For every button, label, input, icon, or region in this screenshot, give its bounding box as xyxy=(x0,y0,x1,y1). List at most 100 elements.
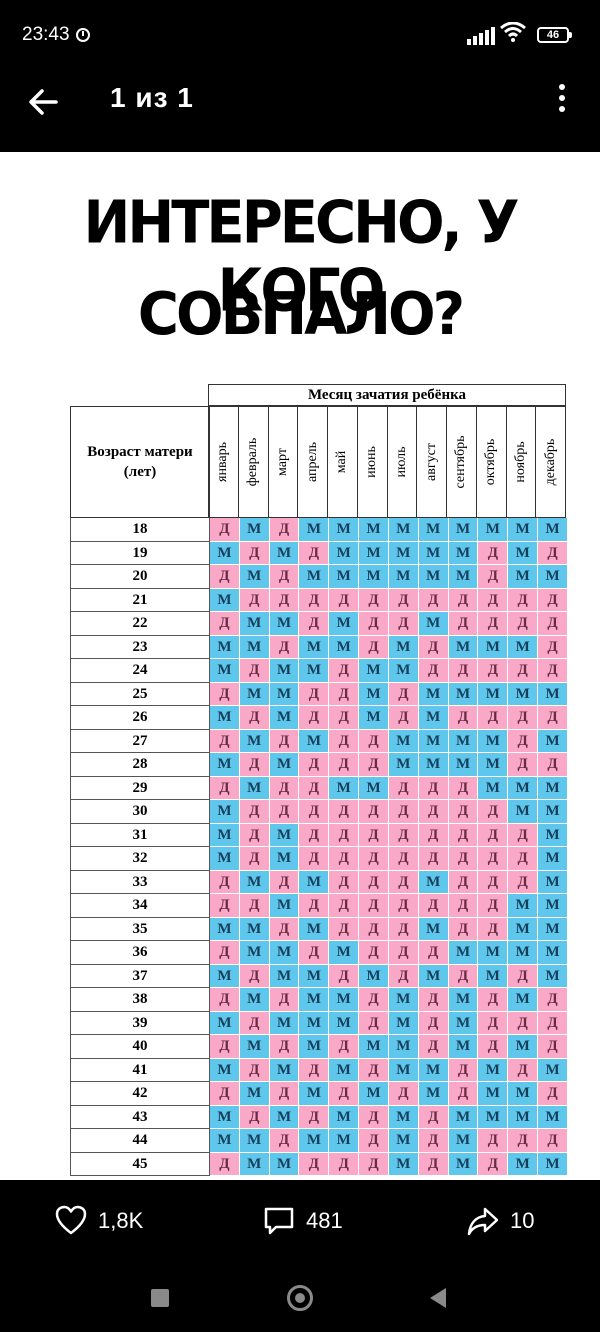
recents-button[interactable] xyxy=(151,1289,169,1307)
girl-cell: Д xyxy=(478,823,509,847)
boy-cell: М xyxy=(388,541,419,565)
boy-cell: М xyxy=(418,1082,449,1106)
boy-cell: М xyxy=(388,565,419,589)
boy-cell: М xyxy=(538,1105,568,1129)
age-cell: 18 xyxy=(70,518,210,542)
boy-cell: М xyxy=(538,518,568,542)
girl-cell: Д xyxy=(359,988,389,1012)
girl-cell: Д xyxy=(448,1058,479,1082)
home-button[interactable] xyxy=(287,1285,313,1311)
girl-cell: Д xyxy=(478,588,509,612)
girl-cell: Д xyxy=(359,823,389,847)
boy-cell: М xyxy=(508,1082,539,1106)
girl-cell: Д xyxy=(478,612,509,636)
girl-cell: Д xyxy=(210,565,240,589)
boy-cell: М xyxy=(359,541,389,565)
girl-cell: Д xyxy=(538,706,568,730)
boy-cell: М xyxy=(359,659,389,683)
boy-cell: М xyxy=(508,941,539,965)
girl-cell: Д xyxy=(478,1129,509,1153)
boy-cell: М xyxy=(448,1011,479,1035)
boy-cell: М xyxy=(418,964,449,988)
girl-cell: Д xyxy=(478,847,509,871)
girl-cell: Д xyxy=(418,1105,449,1129)
image-counter: 1 из 1 xyxy=(110,82,194,113)
month-label: ноябрь xyxy=(512,441,528,483)
table-row: 30 М Д Д Д Д Д Д Д Д Д М М xyxy=(70,800,568,824)
girl-cell: Д xyxy=(329,1082,360,1106)
girl-cell: Д xyxy=(329,823,360,847)
boy-cell: М xyxy=(448,1105,479,1129)
boy-cell: М xyxy=(210,847,240,871)
like-button[interactable]: 1,8K xyxy=(54,1204,143,1238)
girl-cell: Д xyxy=(299,776,330,800)
girl-cell: Д xyxy=(359,870,389,894)
boy-cell: М xyxy=(239,518,270,542)
boy-cell: М xyxy=(508,1152,539,1176)
boy-cell: М xyxy=(448,541,479,565)
girl-cell: Д xyxy=(538,659,568,683)
boy-cell: М xyxy=(210,964,240,988)
share-button[interactable]: 10 xyxy=(466,1204,534,1238)
boy-cell: М xyxy=(418,753,449,777)
girl-cell: Д xyxy=(388,894,419,918)
boy-cell: М xyxy=(478,1082,509,1106)
table-row: 35 М М Д М Д Д Д М Д Д М М xyxy=(70,917,568,941)
girl-cell: Д xyxy=(269,870,300,894)
boy-cell: М xyxy=(269,1011,300,1035)
boy-cell: М xyxy=(538,917,568,941)
girl-cell: Д xyxy=(269,1082,300,1106)
boy-cell: М xyxy=(418,917,449,941)
boy-cell: М xyxy=(299,1082,330,1106)
girl-cell: Д xyxy=(388,706,419,730)
boy-cell: М xyxy=(269,894,300,918)
girl-cell: Д xyxy=(448,588,479,612)
girl-cell: Д xyxy=(508,964,539,988)
action-bar: 1,8K 481 10 xyxy=(0,1180,600,1268)
girl-cell: Д xyxy=(239,823,270,847)
girl-cell: Д xyxy=(388,588,419,612)
girl-cell: Д xyxy=(210,612,240,636)
age-cell: 32 xyxy=(70,847,210,871)
girl-cell: Д xyxy=(239,800,270,824)
girl-cell: Д xyxy=(359,941,389,965)
boy-cell: М xyxy=(418,729,449,753)
girl-cell: Д xyxy=(508,1129,539,1153)
girl-cell: Д xyxy=(239,1058,270,1082)
boy-cell: М xyxy=(538,964,568,988)
age-header: Возраст матери (лет) xyxy=(70,406,210,518)
girl-cell: Д xyxy=(210,776,240,800)
boy-cell: М xyxy=(508,800,539,824)
boy-cell: М xyxy=(478,1105,509,1129)
girl-cell: Д xyxy=(388,776,419,800)
boy-cell: М xyxy=(210,1011,240,1035)
boy-cell: М xyxy=(269,1105,300,1129)
boy-cell: М xyxy=(538,729,568,753)
more-options-button[interactable] xyxy=(556,84,568,116)
comment-button[interactable]: 481 xyxy=(262,1204,343,1238)
back-button[interactable] xyxy=(26,84,62,120)
age-cell: 20 xyxy=(70,565,210,589)
boy-cell: М xyxy=(239,1152,270,1176)
girl-cell: Д xyxy=(418,1011,449,1035)
boy-cell: М xyxy=(508,894,539,918)
girl-cell: Д xyxy=(388,682,419,706)
girl-cell: Д xyxy=(359,1058,389,1082)
month-label: май xyxy=(334,450,350,474)
system-back-button[interactable] xyxy=(430,1288,446,1308)
month-columns: январь февраль март апрель май июнь июль август… xyxy=(208,406,566,518)
boy-cell: М xyxy=(210,800,240,824)
girl-cell: Д xyxy=(269,776,300,800)
month-header-cell: декабрь xyxy=(536,407,565,517)
boy-cell: М xyxy=(448,729,479,753)
boy-cell: М xyxy=(508,682,539,706)
alarm-icon xyxy=(76,28,90,42)
post-image[interactable]: ИНТЕРЕСНО, У КОГО СОВПАЛО? Месяц зачатия… xyxy=(0,152,600,1180)
age-cell: 37 xyxy=(70,964,210,988)
boy-cell: М xyxy=(210,1058,240,1082)
boy-cell: М xyxy=(418,870,449,894)
boy-cell: М xyxy=(478,518,509,542)
age-cell: 38 xyxy=(70,988,210,1012)
month-header-cell: апрель xyxy=(298,407,328,517)
girl-cell: Д xyxy=(508,706,539,730)
